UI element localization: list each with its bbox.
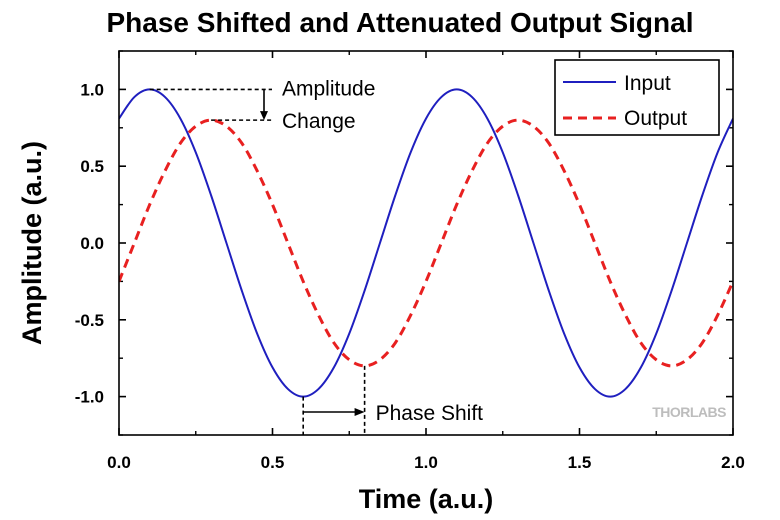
phase-shift-label: Phase Shift — [376, 402, 484, 425]
plot-frame — [118, 50, 734, 436]
legend-label-output: Output — [624, 107, 687, 130]
x-tick-label: 0.0 — [107, 453, 131, 472]
amplitude-change-label-line2: Change — [282, 110, 356, 133]
series-layer — [119, 88, 733, 398]
legend-box — [554, 59, 720, 136]
phase-shift-arrowhead — [354, 408, 365, 416]
y-axis-label: Amplitude (a.u.) — [17, 141, 47, 345]
tick-labels: 0.0 0.5 1.0 1.5 2.0 -1.0 -0.5 0.0 0.5 1.0 — [75, 80, 745, 472]
y-tick-label: 0.0 — [80, 234, 104, 253]
y-tick-label: -0.5 — [75, 311, 104, 330]
chart-title: Phase Shifted and Attenuated Output Sign… — [107, 7, 694, 38]
amplitude-change-label-line1: Amplitude — [282, 77, 375, 100]
thorlabs-watermark: THORLABS — [652, 404, 726, 420]
legend-label-input: Input — [624, 72, 671, 95]
series-line-input — [119, 88, 733, 398]
amplitude-change-arrowhead — [260, 111, 268, 121]
y-tick-label: 1.0 — [80, 80, 104, 99]
y-tick-label: 0.5 — [80, 157, 104, 176]
x-tick-label: 1.0 — [414, 453, 438, 472]
x-tick-label: 0.5 — [261, 453, 285, 472]
series-line-output — [119, 118, 733, 368]
y-tick-label: -1.0 — [75, 388, 104, 407]
x-tick-label: 2.0 — [721, 453, 745, 472]
x-axis-label: Time (a.u.) — [359, 484, 494, 514]
legend: Input Output — [554, 59, 720, 136]
annotations: Amplitude Change Phase Shift — [149, 77, 484, 435]
x-tick-label: 1.5 — [568, 453, 592, 472]
